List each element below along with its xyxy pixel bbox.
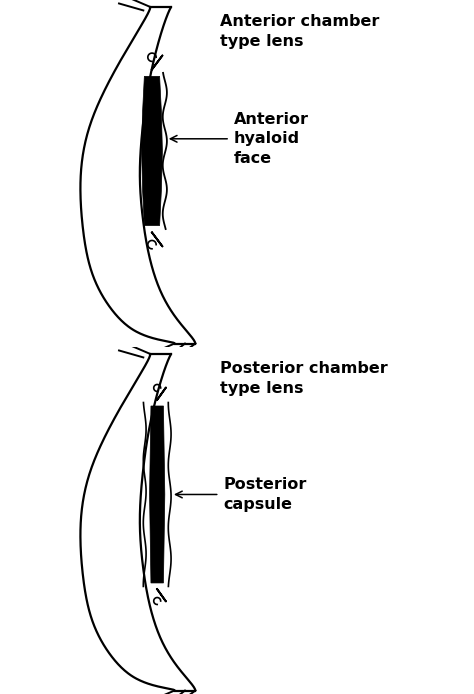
Polygon shape [150, 406, 165, 583]
Text: Anterior chamber
type lens: Anterior chamber type lens [219, 14, 379, 49]
Text: Posterior
capsule: Posterior capsule [223, 477, 307, 512]
Text: Anterior
hyaloid
face: Anterior hyaloid face [234, 112, 309, 166]
Text: Posterior chamber
type lens: Posterior chamber type lens [219, 361, 387, 396]
Polygon shape [142, 76, 163, 226]
